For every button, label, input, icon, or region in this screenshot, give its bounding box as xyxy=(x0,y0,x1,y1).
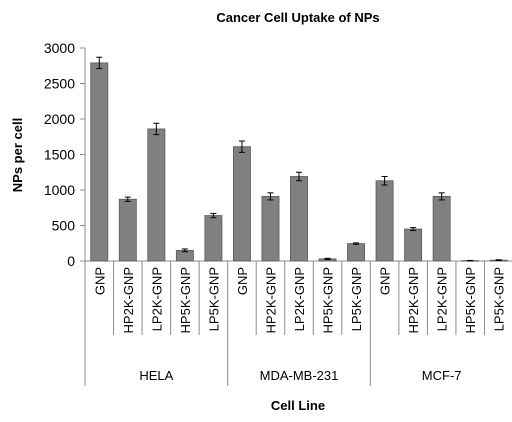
chart-title: Cancer Cell Uptake of NPs xyxy=(216,10,379,25)
group-label: HELA xyxy=(139,368,173,383)
y-tick-label: 3000 xyxy=(44,40,75,56)
category-label: LP2K-GNP xyxy=(292,267,307,331)
bar xyxy=(432,195,451,262)
y-tick-label: 1500 xyxy=(44,147,75,163)
y-tick-label: 1000 xyxy=(44,182,75,198)
x-axis-title: Cell Line xyxy=(271,398,325,413)
y-tick-label: 0 xyxy=(67,253,75,269)
bar xyxy=(232,146,251,262)
category-label: HP2K-GNP xyxy=(121,267,136,333)
bar xyxy=(404,228,423,262)
bar xyxy=(375,180,394,262)
y-tick-label: 500 xyxy=(52,218,76,234)
category-label: LP2K-GNP xyxy=(149,267,164,331)
category-label: LP2K-GNP xyxy=(435,267,450,331)
category-label: LP5K-GNP xyxy=(206,267,221,331)
y-tick-label: 2000 xyxy=(44,111,75,127)
bar xyxy=(290,176,308,262)
bar xyxy=(347,243,366,262)
category-label: HP5K-GNP xyxy=(178,267,193,333)
category-label: LP5K-GNP xyxy=(492,267,507,331)
bar xyxy=(118,198,137,262)
category-label: HP5K-GNP xyxy=(463,267,478,333)
category-label: HP2K-GNP xyxy=(406,267,421,333)
y-axis-title: NPs per cell xyxy=(10,118,25,192)
bar xyxy=(147,128,166,262)
bar xyxy=(204,215,223,262)
y-tick-label: 2500 xyxy=(44,76,75,92)
category-label: GNP xyxy=(378,267,393,295)
bar xyxy=(90,62,109,262)
category-label: GNP xyxy=(235,267,250,295)
category-label: HP2K-GNP xyxy=(263,267,278,333)
bar xyxy=(261,195,280,262)
category-label: LP5K-GNP xyxy=(349,267,364,331)
group-label: MDA-MB-231 xyxy=(260,368,339,383)
category-label: HP5K-GNP xyxy=(321,267,336,333)
category-label: GNP xyxy=(92,267,107,295)
group-label: MCF-7 xyxy=(422,368,462,383)
